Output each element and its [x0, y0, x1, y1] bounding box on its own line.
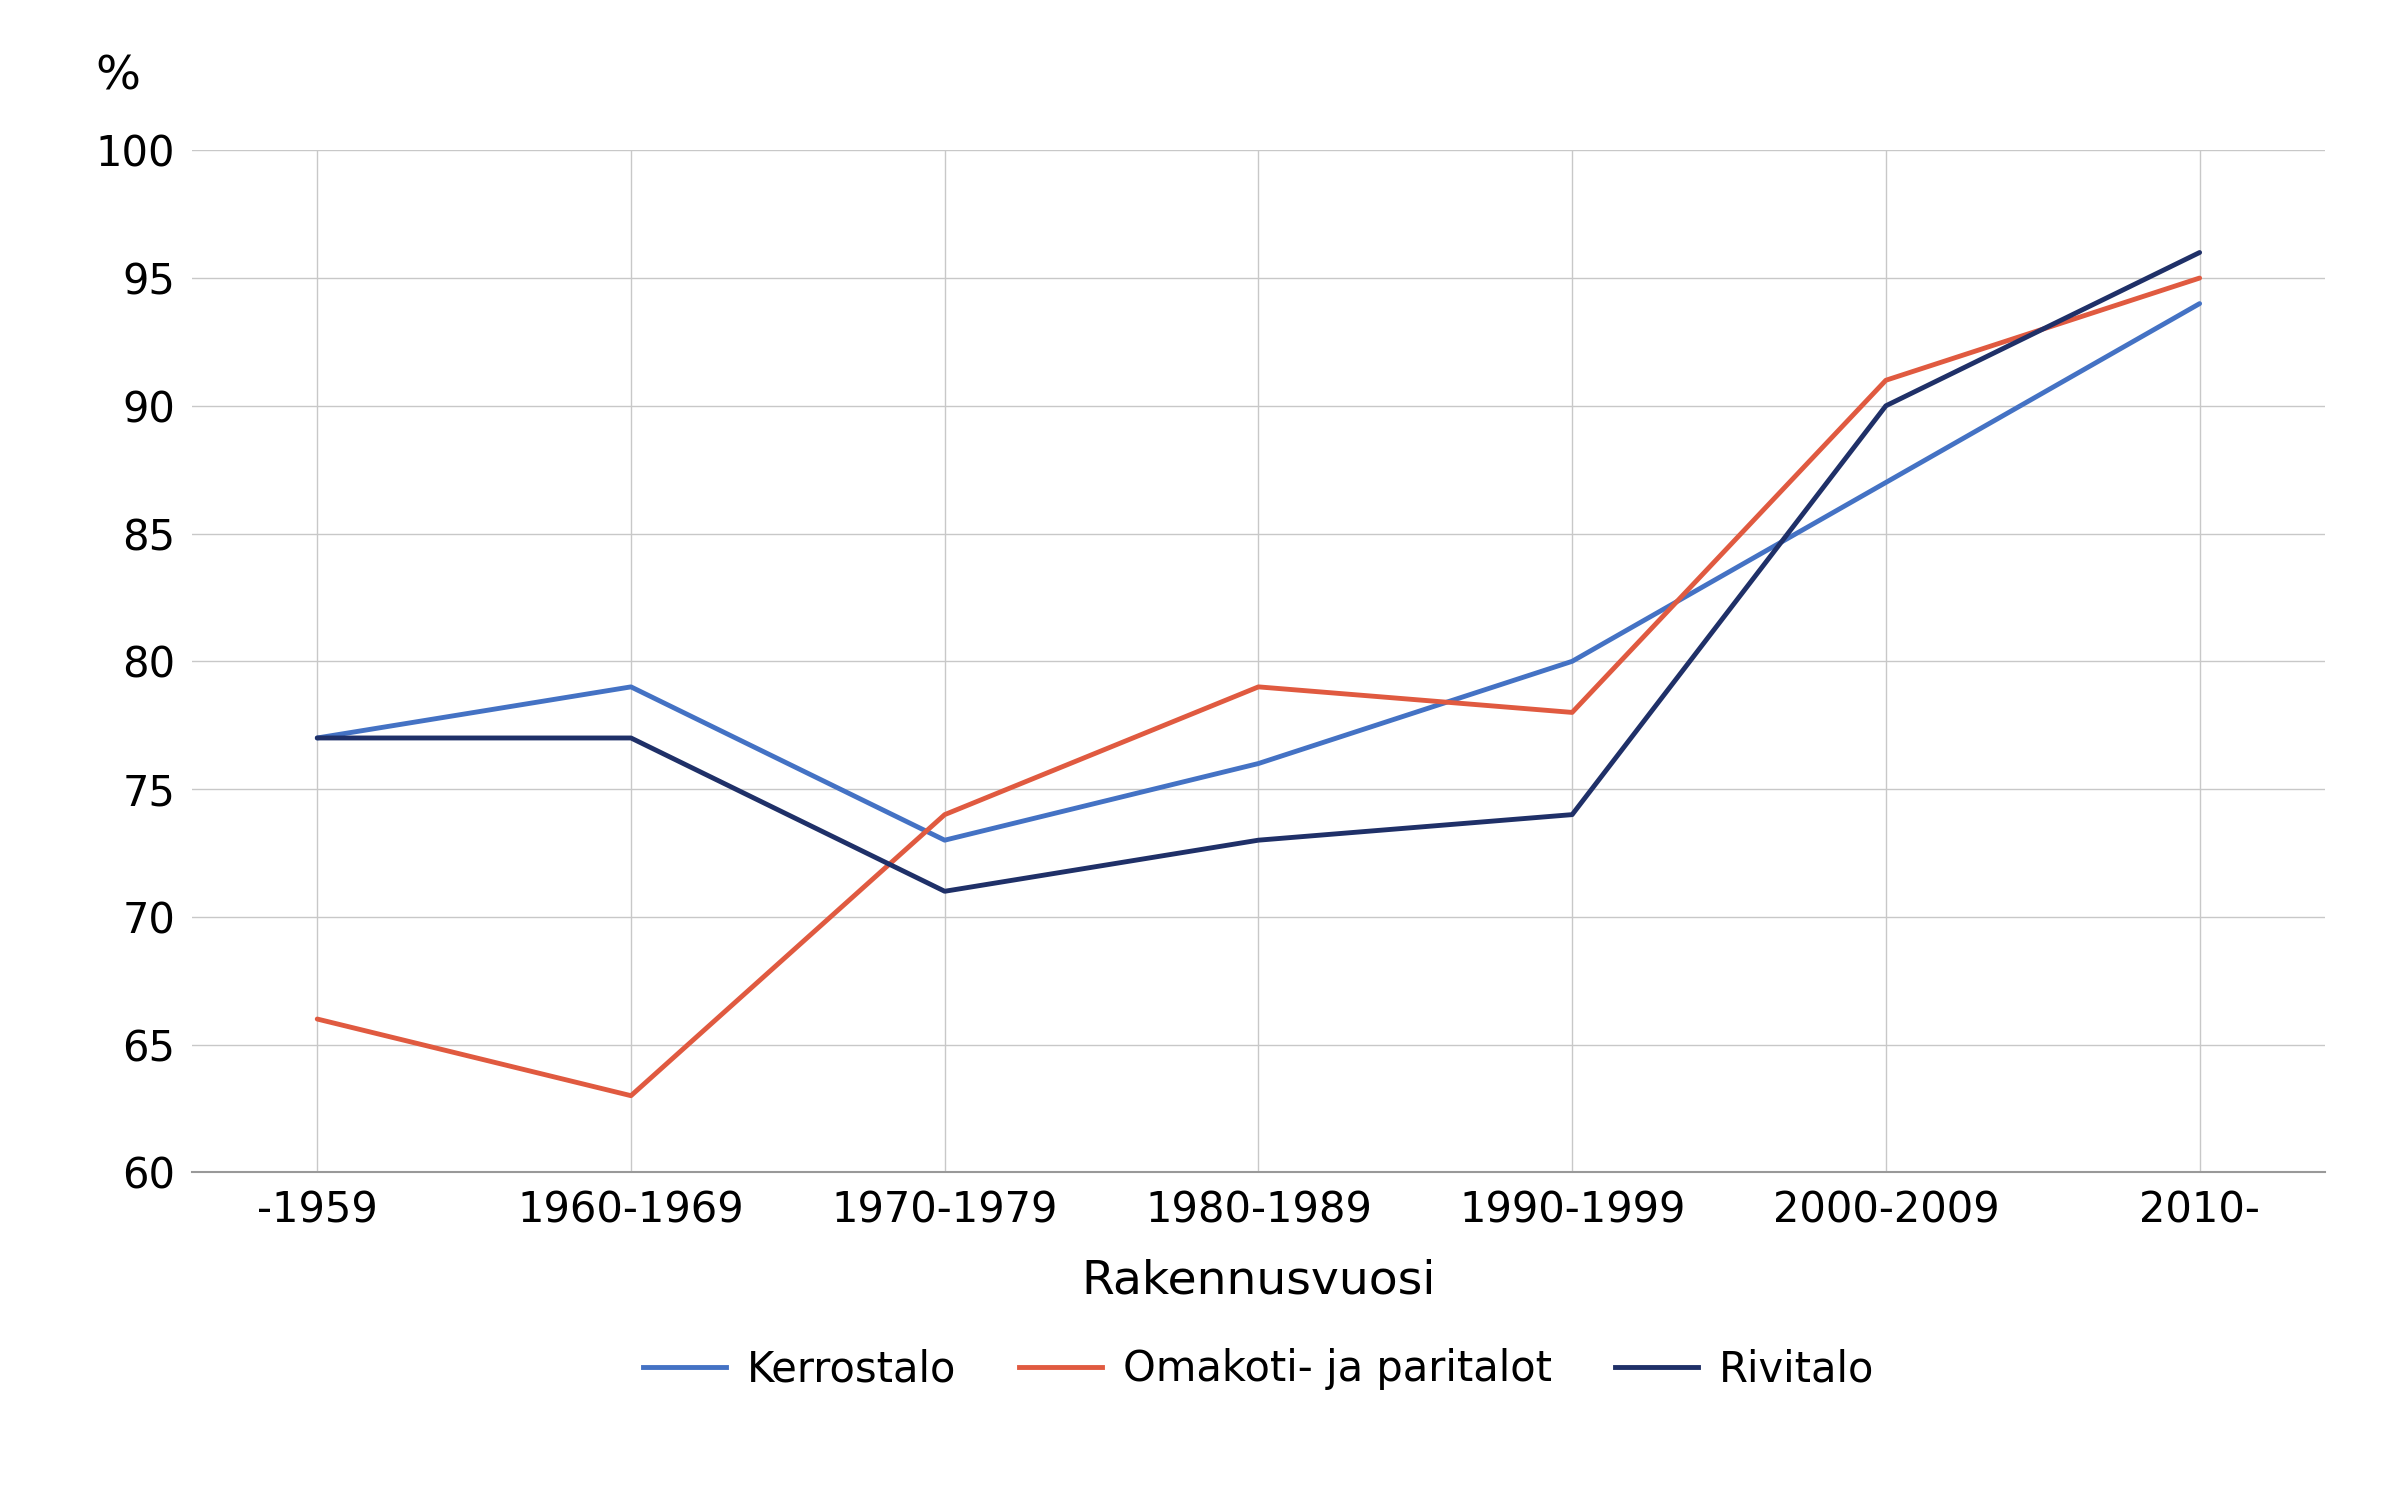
Text: %: %: [96, 54, 141, 99]
X-axis label: Rakennusvuosi: Rakennusvuosi: [1081, 1260, 1436, 1303]
Legend: Kerrostalo, Omakoti- ja paritalot, Rivitalo: Kerrostalo, Omakoti- ja paritalot, Rivit…: [626, 1332, 1891, 1407]
